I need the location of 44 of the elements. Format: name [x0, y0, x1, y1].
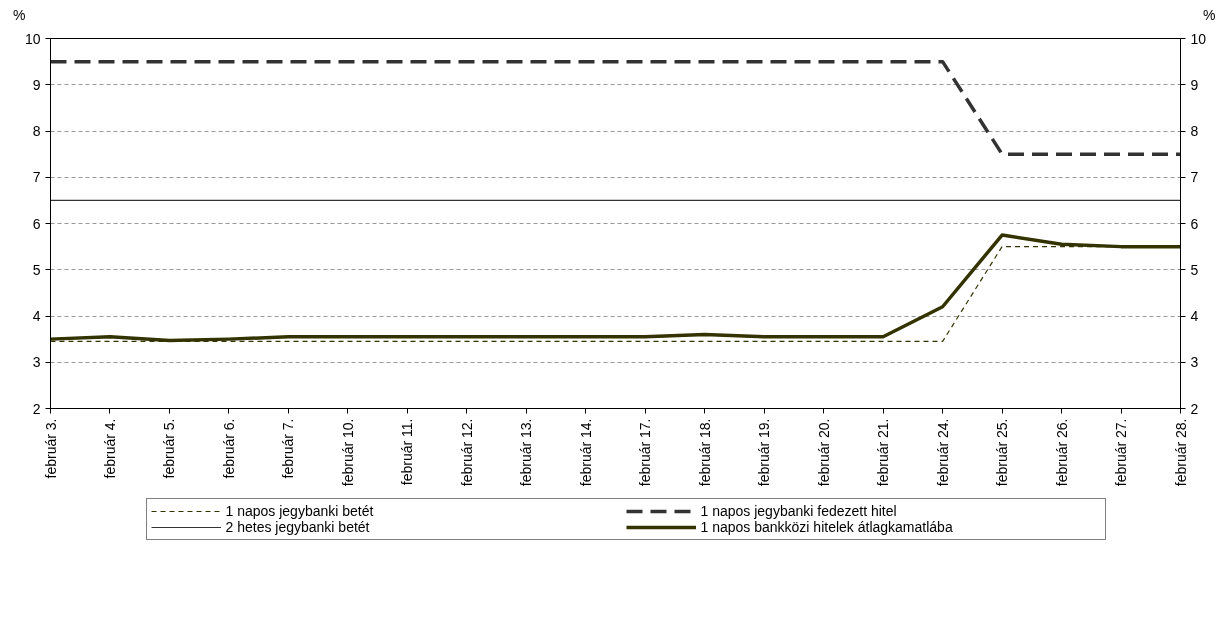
- x-tick-label: február 17.: [637, 418, 654, 487]
- y2-tick-label: 4: [1190, 308, 1199, 324]
- y-tick-label: 10: [24, 30, 41, 47]
- y2-tick-label: 3: [1190, 354, 1199, 371]
- y-tick-label: 9: [32, 76, 41, 93]
- x-tick-label: február 25.: [994, 418, 1011, 487]
- x-tick-label: február 28.: [1172, 418, 1189, 487]
- y2-tick-label: 9: [1190, 76, 1199, 93]
- x-tick-label: február 26.: [1053, 418, 1070, 487]
- x-tick-label: február 27.: [1113, 418, 1130, 487]
- x-tick-label: február 3.: [42, 418, 59, 479]
- y2-tick-label: 5: [1190, 261, 1199, 278]
- x-tick-label: február 4.: [101, 418, 118, 479]
- x-tick-label: február 12.: [458, 418, 475, 487]
- x-tick-label: február 20.: [815, 418, 832, 487]
- y-tick-label: 8: [32, 123, 41, 139]
- y2-tick-label: 8: [1190, 123, 1199, 139]
- x-tick-label: február 18.: [696, 418, 713, 487]
- legend-label: 2 hetes jegybanki betét: [225, 519, 371, 535]
- x-tick-label: február 19.: [756, 418, 773, 487]
- x-tick-label: február 5.: [161, 418, 178, 479]
- legend-label: 1 napos jegybanki betét: [225, 503, 375, 519]
- y-axis-title: %: [13, 6, 26, 25]
- x-tick-label: február 13.: [518, 418, 535, 487]
- y2-tick-label: 6: [1190, 215, 1199, 232]
- y2-tick-label: 10: [1190, 30, 1207, 47]
- y-tick-label: 4: [32, 308, 41, 324]
- x-tick-label: február 7.: [280, 418, 297, 479]
- y-tick-label: 2: [32, 400, 41, 417]
- legend-label: 1 napos bankközi hitelek átlagkamatlába: [700, 519, 954, 535]
- x-tick-label: február 11.: [399, 418, 416, 486]
- x-tick-label: február 21.: [875, 418, 892, 487]
- x-tick-label: február 14.: [577, 418, 594, 487]
- x-tick-label: február 10.: [339, 418, 356, 487]
- y-tick-label: 7: [32, 169, 41, 186]
- legend-label: 1 napos jegybanki fedezett hitel: [700, 503, 898, 519]
- y-tick-label: 3: [32, 354, 41, 371]
- y2-axis-title: %: [1203, 6, 1216, 25]
- y2-tick-label: 2: [1190, 400, 1199, 417]
- y2-tick-label: 7: [1190, 169, 1199, 186]
- y-tick-label: 5: [32, 261, 41, 278]
- y-tick-label: 6: [32, 215, 41, 232]
- x-tick-label: február 6.: [220, 418, 237, 479]
- x-tick-label: február 24.: [934, 418, 951, 487]
